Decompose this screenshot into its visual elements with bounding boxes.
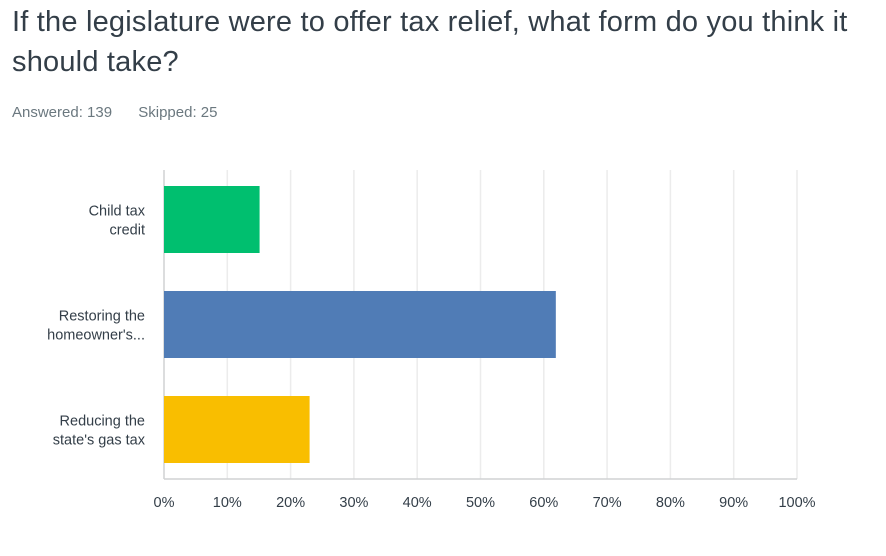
answered-count: Answered: 139 [12,104,113,121]
category-label: Reducing the state's gas tax [53,414,146,449]
x-tick-label: 0% [154,495,175,511]
bar [164,186,260,253]
x-tick-label: 70% [593,495,622,511]
skipped-count: Skipped: 25 [138,104,218,121]
category-label: Restoring the homeowner's... [47,309,145,344]
x-tick-label: 10% [213,495,242,511]
x-tick-label: 60% [529,495,558,511]
bar [164,396,310,463]
x-tick-label: 50% [466,495,495,511]
bar [164,291,556,358]
x-tick-label: 30% [339,495,368,511]
category-label: Child tax credit [89,204,146,239]
x-tick-label: 90% [719,495,748,511]
x-tick-label: 40% [403,495,432,511]
response-stats: Answered: 139 Skipped: 25 [12,104,239,121]
x-tick-label: 100% [778,495,815,511]
question-title: If the legislature were to offer tax rel… [12,6,848,78]
x-tick-label: 80% [656,495,685,511]
x-tick-label: 20% [276,495,305,511]
